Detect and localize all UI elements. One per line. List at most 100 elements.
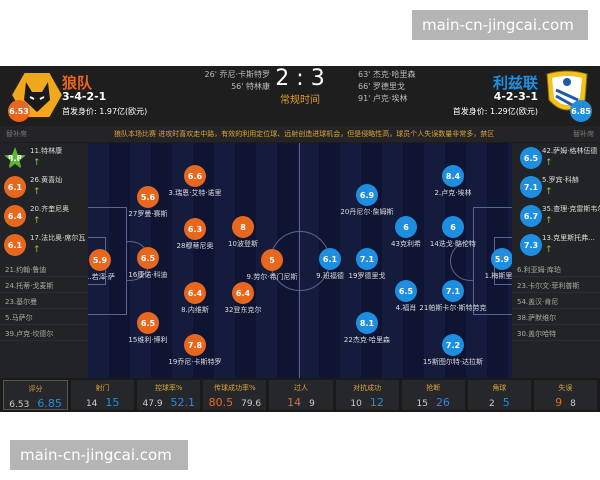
home-stat-value: 6.53 xyxy=(9,400,30,410)
player-rating: 6.1 xyxy=(4,234,26,256)
player-name: 9.劳尔·希门尼斯 xyxy=(246,273,298,281)
away-player[interactable]: 6.1 9.班福德 xyxy=(290,248,370,281)
away-player[interactable]: 6.9 20丹尼尔·詹姆斯 xyxy=(327,184,407,217)
away-bench-player[interactable]: 6.利亚姆·库珀 xyxy=(512,261,600,277)
home-player[interactable]: 6.4 8.内维斯 xyxy=(155,282,235,315)
home-player[interactable]: 5.9 1.若泽·萨 xyxy=(88,249,140,282)
sub-on-icon: ↑ xyxy=(545,216,553,226)
sub-on-icon: ↑ xyxy=(33,187,41,197)
player-rating: 6.4 xyxy=(184,282,206,304)
away-bench-player[interactable]: 38.萨默维尔 xyxy=(512,309,600,325)
home-player[interactable]: 5.6 27罗曼·赛斯 xyxy=(108,186,188,219)
stats-bar: 评分 6.53 6.85 射门 14 15 控球率% 47.9 52.1 传球成功率% 80.5 79… xyxy=(0,378,600,412)
player-rating: 5 xyxy=(261,249,283,271)
stat-7[interactable]: 角球 2 5 xyxy=(467,380,531,410)
player-rating: 6.3 xyxy=(184,218,206,240)
away-sub-player[interactable]: 6.5 42.萨姆·格林伍德 ↑ xyxy=(512,143,600,172)
home-bench-player[interactable]: 5.马萨尔 xyxy=(0,309,88,325)
player-rating: 8.4 xyxy=(442,165,464,187)
stat-8[interactable]: 失误 9 8 xyxy=(533,380,597,410)
home-sub-player[interactable]: 6.4 20.齐奎尼奥 ↑ xyxy=(0,201,88,230)
home-player[interactable]: 5 9.劳尔·希门尼斯 xyxy=(232,249,312,282)
player-rating: 5.9 xyxy=(491,248,512,270)
away-player[interactable]: 7.2 15斯图尔特·达拉斯 xyxy=(413,334,493,367)
home-sub-player[interactable]: 8.8 11.特林康 ↑ xyxy=(0,143,88,172)
home-bench-player[interactable]: 39.卢克·坎德尔 xyxy=(0,325,88,341)
home-player[interactable]: 6.5 15维利·博利 xyxy=(108,312,188,345)
player-name: 35.查理·克雷斯韦尔 xyxy=(542,205,600,213)
home-player[interactable]: 7.8 19乔尼·卡斯特罗 xyxy=(155,334,235,367)
away-stat-value: 6.85 xyxy=(37,397,62,410)
away-bench-label: 替补席 xyxy=(573,130,594,138)
player-rating: 7.3 xyxy=(520,234,542,256)
home-bench-player[interactable]: 23.基尔曼 xyxy=(0,293,88,309)
away-player[interactable]: 6 14迭戈·略伦特 xyxy=(413,216,493,249)
away-stat-value: 26 xyxy=(435,396,450,409)
stat-3[interactable]: 传球成功率% 80.5 79.6 xyxy=(203,380,267,410)
away-player[interactable]: 6 43克利希 xyxy=(366,216,446,249)
player-name: 32登东克尔 xyxy=(224,306,262,314)
home-player[interactable]: 6.6 3.瑞恩·艾特·诺里 xyxy=(155,165,235,198)
player-rating: 6.4 xyxy=(4,205,26,227)
sub-on-icon: ↑ xyxy=(545,158,553,168)
player-name: 1.梅斯里耶 xyxy=(484,272,512,280)
star-rating-badge: 8.8 xyxy=(4,147,26,169)
player-name: 28穆蒂尼奥 xyxy=(176,242,214,250)
stat-label: 过人 xyxy=(293,384,308,392)
home-team-name[interactable]: 狼队 xyxy=(62,74,93,92)
player-rating: 6.5 xyxy=(395,280,417,302)
away-bench-player[interactable]: 23.卡尔文·菲利普斯 xyxy=(512,277,600,293)
away-stat-value: 8 xyxy=(570,399,576,409)
player-name: 13.克里斯托弗... xyxy=(542,234,595,242)
player-name: 19乔尼·卡斯特罗 xyxy=(168,358,222,366)
player-rating: 6.1 xyxy=(4,176,26,198)
away-sub-player[interactable]: 7.1 5.罗宾·科赫 ↑ xyxy=(512,172,600,201)
stat-label: 角球 xyxy=(492,384,507,392)
player-rating: 8.1 xyxy=(356,312,378,334)
home-stat-value: 10 xyxy=(350,399,362,409)
player-rating: 6.5 xyxy=(137,247,159,269)
home-bench-player[interactable]: 24.托蒂·戈麦斯 xyxy=(0,277,88,293)
match-period: 常规时间 xyxy=(280,95,320,106)
home-bench-label: 替补席 xyxy=(6,130,27,138)
away-player[interactable]: 7.1 19罗德里戈 xyxy=(327,248,407,281)
player-name: 43克利希 xyxy=(391,240,421,248)
home-sub-player[interactable]: 6.1 26.黄喜灿 ↑ xyxy=(0,172,88,201)
away-player[interactable]: 8.4 2.卢克·埃林 xyxy=(413,165,493,198)
stat-5[interactable]: 对抗成功 10 12 xyxy=(335,380,399,410)
player-name: 15斯图尔特·达拉斯 xyxy=(422,358,484,366)
home-player[interactable]: 6.5 16康诺·科迪 xyxy=(108,247,188,280)
away-player[interactable]: 7.1 21帕斯卡尔·斯特劳克 xyxy=(413,280,493,313)
player-rating: 6.1 xyxy=(319,248,341,270)
home-bench-player[interactable]: 21.约翰·鲁迪 xyxy=(0,261,88,277)
home-player[interactable]: 6.3 28穆蒂尼奥 xyxy=(155,218,235,251)
player-name: 3.瑞恩·艾特·诺里 xyxy=(168,189,222,197)
away-sub-player[interactable]: 6.7 35.查理·克雷斯韦尔 ↑ xyxy=(512,201,600,230)
away-player[interactable]: 5.9 1.梅斯里耶 xyxy=(462,248,512,281)
stat-0[interactable]: 评分 6.53 6.85 xyxy=(3,380,69,410)
stat-label: 射门 xyxy=(95,384,110,392)
player-rating: 6 xyxy=(395,216,417,238)
stat-4[interactable]: 过人 14 9 xyxy=(269,380,333,410)
away-player[interactable]: 6.5 4.福肖 xyxy=(366,280,446,313)
stat-2[interactable]: 控球率% 47.9 52.1 xyxy=(137,380,201,410)
watermark: main-cn-jingcai.com xyxy=(412,10,588,40)
away-team-name[interactable]: 利兹联 xyxy=(492,74,538,92)
away-bench-player[interactable]: 30.盖尔哈特 xyxy=(512,325,600,341)
home-player[interactable]: 6.4 32登东克尔 xyxy=(203,282,283,315)
home-stat-value: 9 xyxy=(555,396,563,409)
player-rating: 7.8 xyxy=(184,334,206,356)
player-name: 9.班福德 xyxy=(316,272,344,280)
stat-1[interactable]: 射门 14 15 xyxy=(71,380,135,410)
home-goal-events: 26' 乔尼·卡斯特罗 56' 特林康 xyxy=(204,70,270,91)
stat-label: 失误 xyxy=(558,384,573,392)
home-player[interactable]: 8 10波登斯 xyxy=(203,216,283,249)
away-player[interactable]: 8.1 22杰克·哈里森 xyxy=(327,312,407,345)
home-value: 首发身价: 1.97亿(欧元) xyxy=(62,107,148,116)
away-bench-player[interactable]: 54.盖汉·肯尼 xyxy=(512,293,600,309)
away-rating-badge: 6.85 xyxy=(570,100,592,122)
home-sub-player[interactable]: 6.1 17.法比奥·席尔瓦 ↑ xyxy=(0,230,88,259)
away-sub-player[interactable]: 7.3 13.克里斯托弗... ↑ xyxy=(512,230,600,259)
player-name: 27罗曼·赛斯 xyxy=(128,210,168,218)
stat-6[interactable]: 抢断 15 26 xyxy=(401,380,465,410)
